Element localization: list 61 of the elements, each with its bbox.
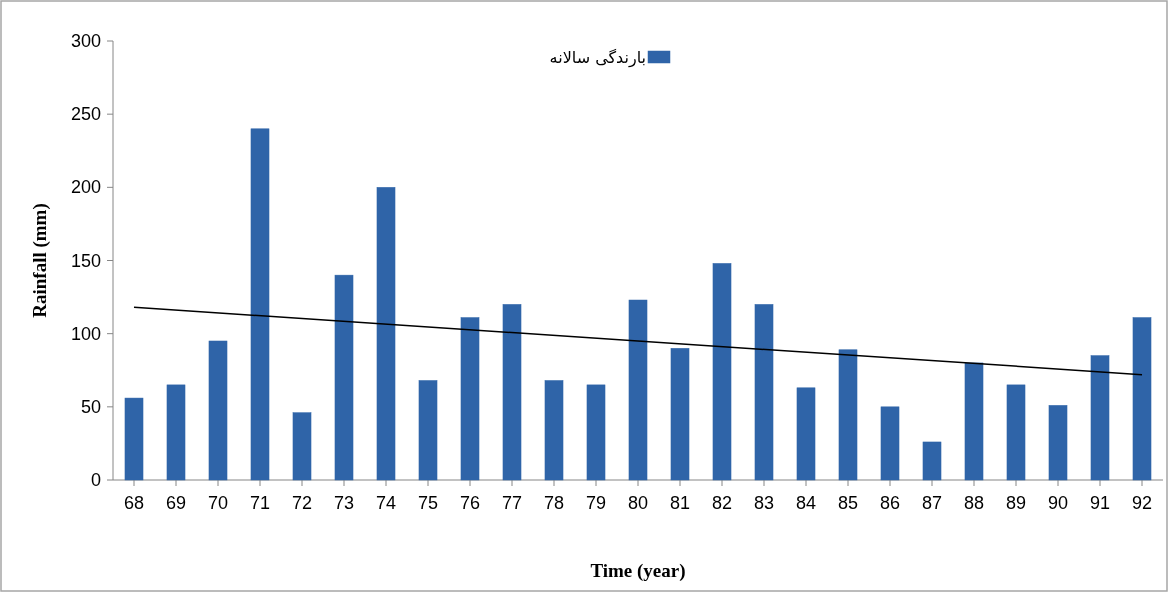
x-tick-label: 80 — [627, 493, 649, 513]
bar — [418, 380, 438, 481]
bar — [880, 406, 900, 481]
x-tick-label: 85 — [837, 493, 859, 513]
bar — [1006, 384, 1026, 481]
bar — [754, 304, 774, 481]
x-tick-label: 83 — [753, 493, 775, 513]
bar — [586, 384, 606, 481]
bar — [922, 441, 942, 481]
y-tick-label: 150 — [70, 250, 101, 271]
x-tick-label: 74 — [375, 493, 397, 513]
bar — [964, 362, 984, 481]
x-tick-label: 78 — [543, 493, 565, 513]
bar — [544, 380, 564, 481]
x-tick-label: 87 — [921, 493, 943, 513]
x-axis-title: Time (year) — [590, 560, 686, 582]
bar — [670, 348, 690, 481]
bar — [628, 299, 648, 481]
bar — [292, 412, 312, 481]
y-tick-label: 50 — [80, 396, 101, 417]
bar — [208, 340, 228, 481]
x-tick-label: 89 — [1005, 493, 1027, 513]
bar — [1132, 317, 1152, 481]
x-tick-label: 91 — [1089, 493, 1111, 513]
legend-label: بارندگی سالانه — [549, 48, 646, 68]
x-tick-label: 73 — [333, 493, 355, 513]
bar — [250, 128, 270, 481]
x-tick-label: 70 — [207, 493, 229, 513]
x-tick-label: 84 — [795, 493, 817, 513]
bar — [124, 397, 144, 481]
bar — [376, 187, 396, 481]
x-tick-label: 77 — [501, 493, 523, 513]
x-tick-label: 69 — [165, 493, 187, 513]
bar — [502, 304, 522, 481]
bar — [1090, 355, 1110, 481]
y-tick-label: 250 — [70, 104, 101, 125]
bar — [796, 387, 816, 481]
y-tick-label: 300 — [70, 31, 101, 51]
bar — [166, 384, 186, 481]
x-tick-label: 75 — [417, 493, 439, 513]
x-tick-label: 82 — [711, 493, 733, 513]
bar — [1048, 405, 1068, 481]
x-tick-label: 79 — [585, 493, 607, 513]
bar — [460, 317, 480, 481]
x-tick-label: 72 — [291, 493, 313, 513]
bar — [838, 349, 858, 481]
x-tick-label: 76 — [459, 493, 481, 513]
y-tick-label: 100 — [70, 323, 101, 344]
bar — [334, 274, 354, 481]
x-tick-label: 92 — [1131, 493, 1153, 513]
legend: بارندگی سالانه — [549, 48, 671, 67]
y-axis-title: Rainfall (mm) — [29, 203, 51, 318]
x-tick-label: 68 — [123, 493, 145, 513]
x-tick-label: 90 — [1047, 493, 1069, 513]
x-tick-label: 88 — [963, 493, 985, 513]
bar — [712, 263, 732, 481]
x-tick-label: 71 — [249, 493, 271, 513]
y-tick-label: 0 — [90, 470, 101, 490]
x-tick-label: 86 — [879, 493, 901, 513]
x-tick-label: 81 — [669, 493, 691, 513]
y-tick-label: 200 — [70, 177, 101, 198]
